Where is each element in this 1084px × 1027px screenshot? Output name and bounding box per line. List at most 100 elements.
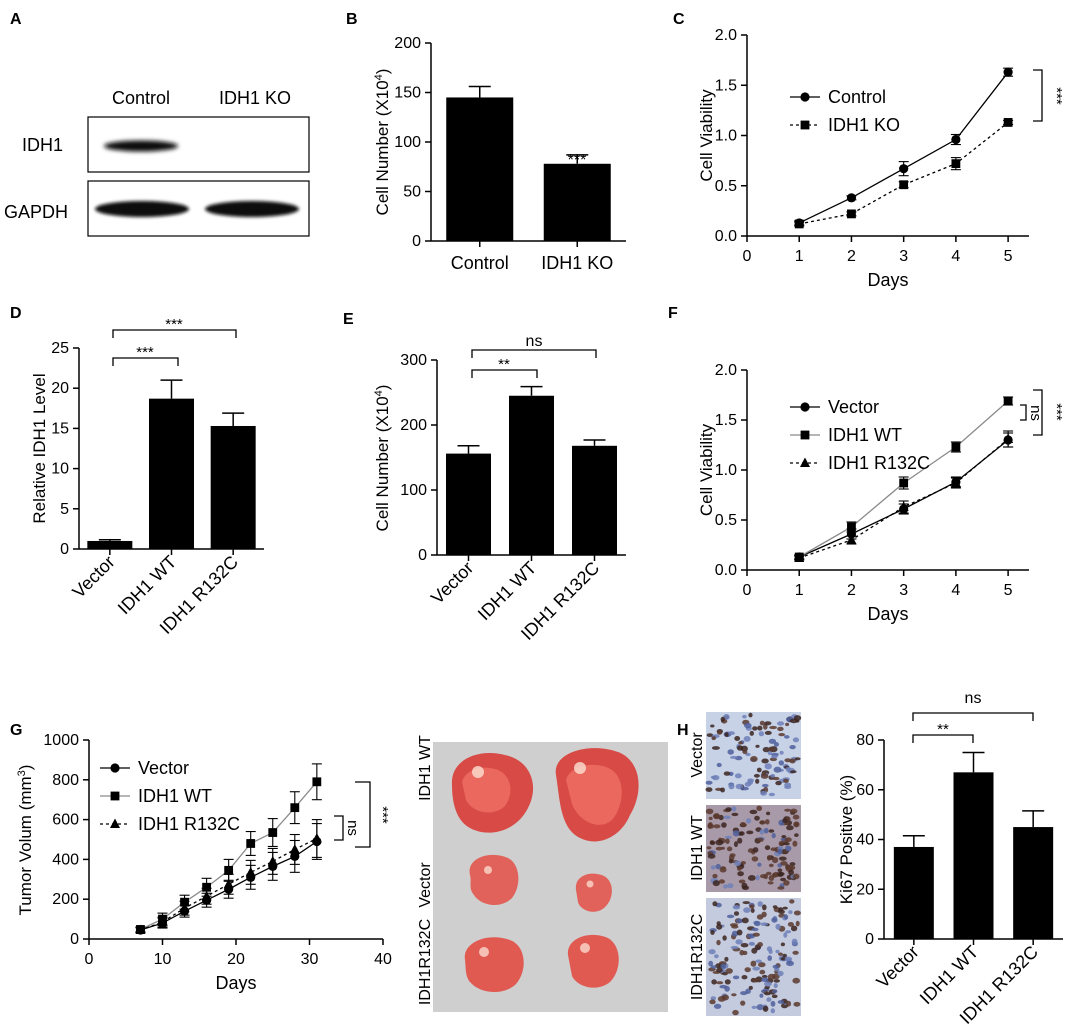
- chart-c-point: [846, 193, 857, 203]
- chart-e-bar: [572, 445, 617, 555]
- ihc-nucleus: [740, 991, 748, 996]
- ihc-nucleus: [713, 813, 720, 819]
- ihc-nucleus: [711, 736, 716, 741]
- ihc-nucleus: [754, 815, 760, 821]
- ihc-nucleus: [717, 731, 723, 735]
- ihc-nucleus: [711, 746, 720, 750]
- ihc-nucleus: [766, 946, 773, 952]
- chart-d-bar: [149, 398, 194, 549]
- chart-b-ytick-label: 0: [412, 233, 421, 250]
- ihc-nucleus: [744, 967, 751, 973]
- ihc-nucleus: [789, 758, 796, 764]
- ihc-nucleus: [791, 938, 798, 945]
- ihc-nucleus: [710, 865, 716, 870]
- chart-g-point: [267, 855, 278, 866]
- ihc-nucleus: [755, 875, 760, 881]
- ihc-nucleus: [773, 983, 778, 989]
- svg-text:ns: ns: [1027, 405, 1044, 421]
- ihc-nucleus: [789, 899, 795, 904]
- chart-h-ytick-label: 60: [856, 782, 874, 799]
- ihc-nucleus: [778, 856, 787, 861]
- chart-f-ytick-label: 0.0: [715, 562, 737, 579]
- ihc-nucleus: [712, 901, 718, 907]
- ihc-nucleus: [770, 1000, 776, 1007]
- ihc-nucleus: [742, 714, 747, 719]
- chart-d-ytick-label: 0: [60, 541, 69, 558]
- ihc-nucleus: [759, 820, 766, 825]
- ihc-nucleus: [772, 857, 779, 864]
- ihc-nucleus: [752, 726, 758, 731]
- chart-g-point: [202, 882, 211, 892]
- ihc-nucleus: [737, 866, 742, 871]
- ihc-nucleus: [743, 907, 751, 913]
- ihc-nucleus: [716, 981, 724, 985]
- ihc-nucleus: [785, 837, 792, 843]
- ihc-nucleus: [749, 730, 754, 736]
- chart-c-point: [1003, 118, 1013, 127]
- ihc-nucleus: [761, 977, 769, 982]
- panel-letter-f: F: [668, 305, 678, 322]
- ihc-nucleus: [720, 716, 725, 722]
- lane-label-idh1-ko: IDH1 KO: [219, 88, 291, 108]
- chart-g-xtick-label: 40: [374, 951, 392, 968]
- chart-f-xlabel: Days: [867, 604, 908, 624]
- ihc-nucleus: [736, 745, 744, 751]
- chart-g-ytick-label: 200: [52, 891, 79, 908]
- ihc-nucleus: [775, 949, 780, 954]
- ihc-nucleus: [712, 880, 720, 887]
- chart-b-ylabel: Cell Number (X104): [373, 69, 392, 216]
- ihc-nucleus: [732, 1009, 739, 1016]
- ihc-nucleus: [734, 841, 738, 848]
- chart-g-ytick-label: 400: [52, 851, 79, 868]
- chart-g-point: [179, 902, 190, 913]
- ihc-nucleus: [780, 837, 786, 841]
- ihc-nucleus: [768, 829, 775, 833]
- chart-c-point: [899, 164, 909, 174]
- chart-e-category-label: Vector: [427, 558, 477, 608]
- chart-g-point: [246, 839, 256, 848]
- ihc-nucleus: [724, 956, 729, 962]
- chart-c-point: [951, 134, 961, 145]
- ihc-nucleus: [773, 766, 782, 773]
- chart-b-sig: ***: [568, 152, 587, 169]
- ihc-nucleus: [758, 962, 766, 968]
- ihc-nucleus: [711, 775, 720, 781]
- ihc-nucleus: [790, 808, 798, 814]
- chart-f-legend-marker: [800, 402, 810, 412]
- ihc-nucleus: [716, 967, 723, 973]
- ihc-nucleus: [790, 925, 798, 932]
- ihc-nucleus: [730, 755, 738, 759]
- ihc-nucleus: [777, 886, 785, 890]
- chart-h-ytick-label: 20: [856, 881, 874, 898]
- ihc-nucleus: [759, 993, 764, 998]
- ihc-nucleus: [715, 839, 724, 846]
- ihc-nucleus: [783, 932, 788, 938]
- chart-g-point: [312, 777, 322, 787]
- ihc-nucleus: [767, 955, 772, 961]
- ihc-nucleus: [738, 879, 746, 884]
- ihc-nucleus: [785, 766, 791, 772]
- ihc-nucleus: [768, 875, 775, 881]
- ihc-nucleus: [747, 933, 754, 938]
- ihc-nucleus: [745, 752, 751, 757]
- ihc-nucleus: [771, 755, 778, 759]
- ihc-nucleus: [751, 927, 759, 932]
- chart-c-ylabel: Cell Viability: [697, 89, 716, 182]
- ihc-nucleus: [753, 773, 760, 778]
- ihc-nucleus: [731, 806, 737, 812]
- chart-g-point: [311, 833, 322, 843]
- chart-h-bar: [893, 846, 934, 939]
- ihc-nucleus: [724, 985, 730, 992]
- chart-c-xtick-label: 0: [743, 248, 752, 265]
- ihc-nucleus: [766, 855, 772, 861]
- chart-c-xtick-label: 1: [795, 248, 804, 265]
- ihc-nucleus: [769, 757, 778, 762]
- ihc-nucleus: [731, 930, 739, 937]
- svg-text:***: ***: [1048, 403, 1065, 421]
- ihc-nucleus: [780, 861, 788, 866]
- ihc-nucleus: [719, 867, 727, 873]
- ihc-nucleus: [764, 992, 771, 996]
- chart-d-bar: [87, 540, 133, 549]
- ihc-nucleus: [720, 787, 725, 793]
- ihc-row-label-idh1r132c: IDH1R132C: [689, 914, 706, 1000]
